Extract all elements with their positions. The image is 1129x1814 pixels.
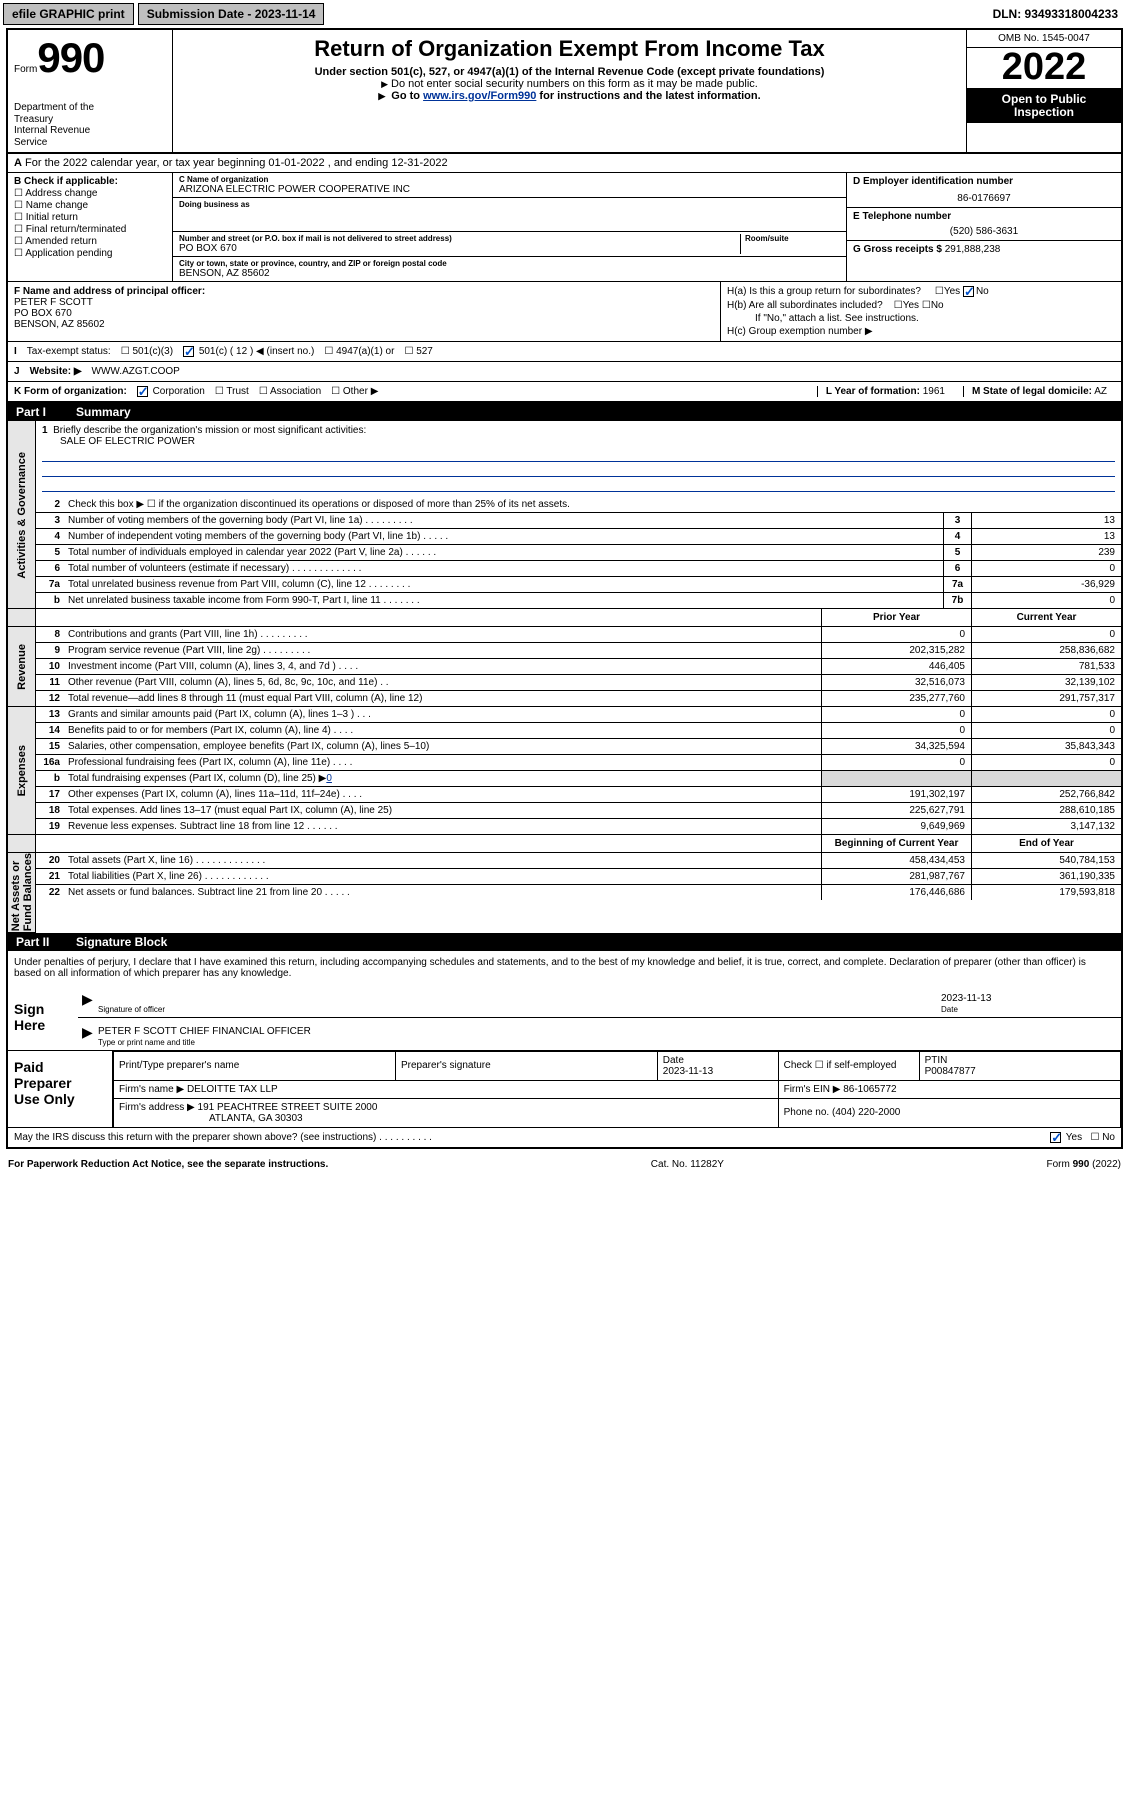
mission-box: 1 Briefly describe the organization's mi…	[36, 421, 1121, 497]
form-label: Form	[14, 64, 37, 75]
website: WWW.AZGT.COOP	[92, 366, 180, 377]
side-expenses: Expenses	[8, 707, 36, 835]
ha-no-check	[963, 286, 974, 297]
row-a: A For the 2022 calendar year, or tax yea…	[8, 154, 1121, 173]
col-f: F Name and address of principal officer:…	[8, 282, 721, 341]
dln: DLN: 93493318004233	[985, 4, 1126, 24]
discuss-row: May the IRS discuss this return with the…	[8, 1128, 1121, 1147]
side-revenue: Revenue	[8, 627, 36, 707]
col-h: H(a) Is this a group return for subordin…	[721, 282, 1121, 341]
tax-year: 2022	[967, 48, 1121, 89]
irs-link[interactable]: www.irs.gov/Form990	[423, 90, 536, 102]
topbar: efile GRAPHIC print Submission Date - 20…	[0, 0, 1129, 28]
row-klm: K Form of organization: Corporation ☐ Tr…	[8, 382, 1121, 403]
org-city: BENSON, AZ 85602	[179, 268, 840, 279]
501c-check	[183, 346, 194, 357]
open-inspection: Open to PublicInspection	[967, 89, 1121, 123]
sig-declaration: Under penalties of perjury, I declare th…	[8, 951, 1121, 985]
submission-date: Submission Date - 2023-11-14	[138, 3, 325, 25]
mission-text: SALE OF ELECTRIC POWER	[60, 436, 195, 447]
side-activities: Activities & Governance	[8, 421, 36, 609]
discuss-yes-check	[1050, 1132, 1061, 1143]
beg-end-header: Beginning of Current Year End of Year	[8, 835, 1121, 853]
org-address: PO BOX 670	[179, 243, 740, 254]
efile-button[interactable]: efile GRAPHIC print	[3, 3, 134, 25]
row-i: I Tax-exempt status: ☐ 501(c)(3) 501(c) …	[8, 342, 1121, 362]
sub2: Do not enter social security numbers on …	[181, 78, 958, 90]
form-header: Form990 Department of theTreasuryInterna…	[8, 30, 1121, 154]
officer-name: PETER F SCOTT CHIEF FINANCIAL OFFICER	[98, 1026, 311, 1037]
sub1: Under section 501(c), 527, or 4947(a)(1)…	[181, 66, 958, 78]
corp-check	[137, 386, 148, 397]
org-name: ARIZONA ELECTRIC POWER COOPERATIVE INC	[179, 184, 840, 195]
form-number: 990	[37, 34, 104, 81]
footer: For Paperwork Reduction Act Notice, see …	[0, 1155, 1129, 1174]
form-title: Return of Organization Exempt From Incom…	[181, 36, 958, 62]
preparer-table: Print/Type preparer's name Preparer's si…	[113, 1051, 1121, 1127]
gross-receipts: 291,888,238	[945, 244, 1001, 255]
side-netassets: Net Assets orFund Balances	[8, 853, 36, 932]
row-j: J Website: ▶ WWW.AZGT.COOP	[8, 362, 1121, 382]
ein: 86-0176697	[853, 193, 1115, 204]
col-b: B Check if applicable: ☐ Address change …	[8, 173, 173, 281]
sub3: Go to www.irs.gov/Form990 for instructio…	[181, 90, 958, 102]
paid-preparer: PaidPreparerUse Only Print/Type preparer…	[8, 1051, 1121, 1128]
form-container: Form990 Department of theTreasuryInterna…	[6, 28, 1123, 1149]
sign-here: SignHere ▶Signature of officer 2023-11-1…	[8, 985, 1121, 1051]
part-2-header: Part II Signature Block	[8, 933, 1121, 951]
col-c: C Name of organization ARIZONA ELECTRIC …	[173, 173, 846, 281]
phone: (520) 586-3631	[853, 226, 1115, 237]
dept-label: Department of theTreasuryInternal Revenu…	[14, 102, 166, 148]
col-d: D Employer identification number 86-0176…	[846, 173, 1121, 281]
prior-current-header: Prior Year Current Year	[8, 609, 1121, 627]
part-1-header: Part I Summary	[8, 403, 1121, 421]
